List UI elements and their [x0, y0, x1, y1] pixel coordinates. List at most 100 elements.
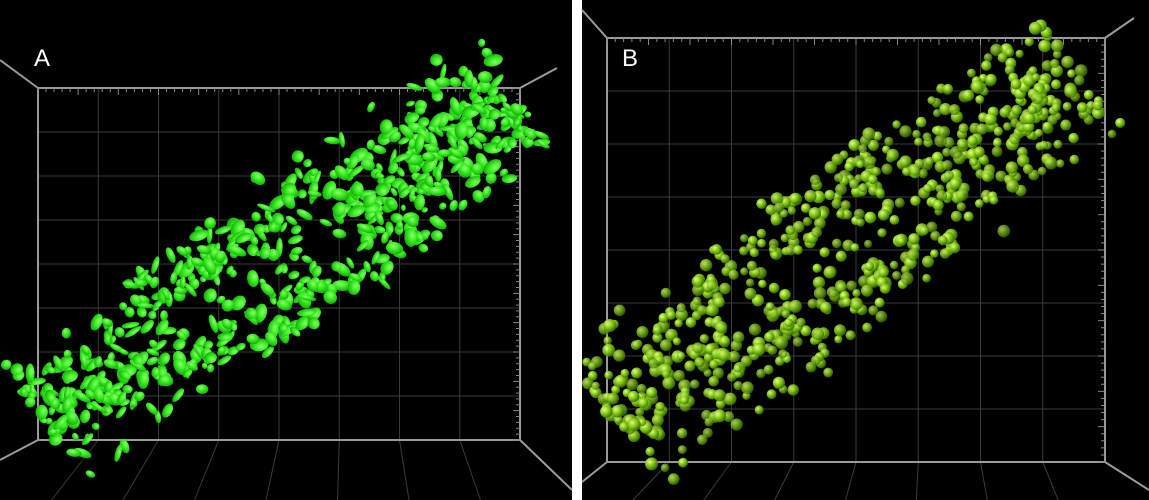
- cell: [993, 139, 1002, 148]
- cell: [864, 240, 872, 248]
- cell: [26, 364, 35, 384]
- cell: [882, 164, 893, 175]
- cell: [1054, 140, 1063, 149]
- cell: [835, 183, 847, 195]
- cell: [846, 330, 856, 340]
- cell: [943, 84, 953, 94]
- cell: [1006, 161, 1018, 173]
- cell: [1016, 50, 1024, 58]
- cell: [863, 157, 876, 170]
- cell: [1011, 105, 1022, 116]
- cell: [928, 96, 936, 104]
- cell: [850, 297, 863, 310]
- cell: [1043, 122, 1053, 132]
- cell: [697, 435, 707, 445]
- cell: [775, 336, 788, 349]
- cell: [733, 331, 745, 343]
- cell: [631, 340, 641, 350]
- cell: [811, 328, 824, 341]
- cell: [1025, 37, 1034, 46]
- cell: [711, 244, 722, 255]
- cell: [923, 132, 932, 141]
- cell: [813, 264, 822, 273]
- cell: [823, 368, 833, 378]
- cell: [662, 377, 675, 390]
- cell: [637, 384, 647, 394]
- cell: [862, 323, 872, 333]
- cell: [1032, 73, 1040, 81]
- cell: [677, 303, 686, 312]
- cell: [678, 458, 688, 468]
- cell: [611, 405, 624, 418]
- cell: [645, 457, 658, 470]
- cell: [697, 305, 707, 315]
- panel-label: A: [34, 45, 50, 72]
- cell: [692, 275, 704, 287]
- cell: [977, 124, 988, 135]
- cell: [718, 349, 730, 361]
- cell: [842, 297, 851, 306]
- cell: [825, 190, 835, 200]
- cell: [959, 123, 969, 133]
- cell: [756, 199, 766, 209]
- cell: [667, 311, 676, 320]
- cell: [621, 369, 630, 378]
- cell: [963, 90, 975, 102]
- cell: [749, 324, 761, 336]
- cell: [160, 310, 168, 321]
- panel-a: A: [0, 0, 572, 500]
- cell: [1075, 64, 1088, 77]
- cell: [887, 149, 899, 161]
- cell: [1061, 56, 1073, 68]
- cell: [706, 304, 719, 317]
- cell: [950, 178, 962, 190]
- cell: [878, 267, 888, 277]
- cell: [604, 371, 613, 380]
- cell: [992, 146, 1003, 157]
- cell: [967, 135, 977, 145]
- cell: [674, 319, 682, 327]
- cell: [1067, 69, 1075, 77]
- cell: [746, 279, 754, 287]
- cell: [741, 382, 754, 395]
- cell: [1051, 79, 1061, 89]
- cell: [790, 193, 801, 204]
- cell: [862, 127, 875, 140]
- cell: [998, 53, 1008, 63]
- cell: [809, 207, 821, 219]
- cell: [1108, 130, 1117, 139]
- cell: [982, 173, 991, 182]
- cell: [836, 251, 847, 262]
- cell: [1011, 79, 1022, 90]
- cell: [986, 74, 997, 85]
- cell: [715, 321, 727, 333]
- cell: [750, 248, 759, 257]
- cell: [652, 414, 664, 426]
- cell: [740, 234, 748, 242]
- cell: [789, 300, 802, 313]
- cell: [864, 212, 876, 224]
- cell: [1093, 100, 1103, 110]
- cell: [834, 173, 843, 182]
- cell: [832, 154, 844, 166]
- cell: [989, 196, 998, 205]
- cell: [1009, 133, 1020, 144]
- cell: [922, 256, 934, 268]
- cell: [677, 352, 685, 360]
- cell: [956, 189, 969, 202]
- cell: [936, 190, 947, 201]
- cell: [766, 302, 775, 311]
- cell: [588, 371, 598, 381]
- cell: [692, 342, 703, 353]
- cell: [773, 377, 785, 389]
- cell: [834, 324, 846, 336]
- cell: [1064, 85, 1077, 98]
- cell: [660, 339, 672, 351]
- cell: [1115, 118, 1125, 128]
- cell: [719, 283, 731, 295]
- cell: [878, 209, 890, 221]
- cell: [719, 336, 730, 347]
- cell: [757, 239, 766, 248]
- cell: [832, 239, 842, 249]
- cell: [753, 343, 766, 356]
